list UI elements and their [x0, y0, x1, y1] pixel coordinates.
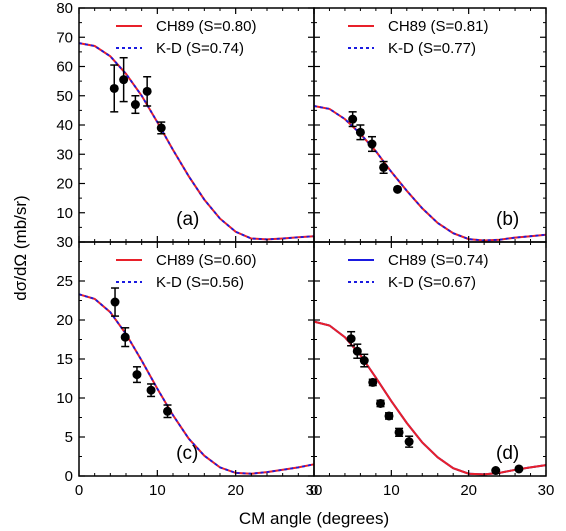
panel-tag-b: (b) [496, 209, 519, 230]
y-tick-label-a-10: 10 [56, 205, 73, 222]
x-tick-label-d-20: 20 [460, 482, 477, 499]
legend-c: CH89 (S=0.60) K-D (S=0.56) [116, 252, 256, 291]
data-point-d-10 [514, 464, 524, 474]
data-point-d-6 [384, 411, 394, 421]
data-point-a-2 [119, 75, 129, 85]
y-tick-label-c-15: 15 [56, 351, 73, 368]
legend-a: CH89 (S=0.80) K-D (S=0.74) [116, 18, 256, 57]
legend-label-c-2: K-D (S=0.56) [156, 274, 244, 291]
y-tick-label-a-30: 30 [56, 146, 73, 163]
x-tick-label-d-0: 0 [310, 482, 318, 499]
y-tick-label-a-50: 50 [56, 88, 73, 105]
legend-label-c-1: CH89 (S=0.60) [156, 252, 256, 269]
curve-c-2 [78, 293, 315, 475]
curve-a-2 [78, 42, 315, 241]
data-point-b-1 [348, 114, 358, 124]
y-tick-label-c-20: 20 [56, 312, 73, 329]
data-point-c-2 [120, 332, 130, 342]
x-tick-label-d-30: 30 [538, 482, 555, 499]
x-axis-title: CM angle (degrees) [239, 509, 389, 528]
x-tick-label-c-10: 10 [149, 482, 166, 499]
panel-a: 10 20 30 40 50 60 70 80 CH89 (S=0.80) K-D (S=0.74… [56, 0, 315, 243]
data-point-c-5 [163, 406, 173, 416]
data-point-d-2 [352, 346, 362, 356]
legend-label-d-2: K-D (S=0.67) [388, 274, 476, 291]
data-point-a-1 [109, 83, 119, 93]
panel-d: 0 10 20 30 CH89 (S=0.74) K-D (S=0.67) (d) [310, 241, 555, 499]
legend-label-b-2: K-D (S=0.77) [388, 40, 476, 57]
data-point-b-2 [355, 127, 365, 137]
data-point-c-3 [132, 370, 142, 380]
y-tick-label-c-0: 0 [65, 468, 73, 485]
data-point-d-4 [368, 377, 378, 387]
legend-label-d-1: CH89 (S=0.74) [388, 252, 488, 269]
y-tick-label-c-10: 10 [56, 390, 73, 407]
data-point-a-5 [156, 123, 166, 133]
y-tick-label-c-25: 25 [56, 273, 73, 290]
y-tick-label-a-70: 70 [56, 29, 73, 46]
legend-label-b-1: CH89 (S=0.81) [388, 18, 488, 35]
data-point-d-9 [491, 466, 501, 476]
y-tick-label-c-30: 30 [56, 234, 73, 251]
data-point-c-4 [146, 385, 156, 395]
y-tick-label-a-20: 20 [56, 176, 73, 193]
data-point-b-3 [367, 139, 377, 149]
data-point-d-7 [394, 427, 404, 437]
data-point-b-5 [393, 184, 403, 194]
y-tick-label-a-60: 60 [56, 59, 73, 76]
panel-tag-c: (c) [176, 443, 198, 464]
data-point-a-4 [142, 86, 152, 96]
data-point-d-8 [404, 437, 414, 447]
data-point-b-4 [379, 162, 389, 172]
legend-b: CH89 (S=0.81) K-D (S=0.77) [348, 18, 488, 57]
data-point-d-5 [376, 398, 386, 408]
x-tick-label-c-20: 20 [227, 482, 244, 499]
panel-tag-d: (d) [496, 443, 519, 464]
x-tick-label-c-0: 0 [75, 482, 83, 499]
legend-label-a-2: K-D (S=0.74) [156, 40, 244, 57]
panel-tag-a: (a) [176, 209, 199, 230]
x-tick-label-d-10: 10 [383, 482, 400, 499]
data-point-d-1 [346, 334, 356, 344]
data-point-d-3 [359, 356, 369, 366]
y-tick-label-a-40: 40 [56, 117, 73, 134]
y-tick-label-c-5: 5 [65, 429, 73, 446]
legend-d: CH89 (S=0.74) K-D (S=0.67) [348, 252, 488, 291]
x-tick-label-c-30: 30 [306, 482, 323, 499]
data-point-a-3 [130, 100, 140, 110]
panel-b: CH89 (S=0.81) K-D (S=0.77) (b) [313, 7, 547, 243]
y-tick-label-a-80: 80 [56, 0, 73, 17]
y-axis-title: dσ/dΩ (mb/sr) [11, 195, 30, 300]
legend-label-a-1: CH89 (S=0.80) [156, 18, 256, 35]
data-point-c-1 [110, 297, 120, 307]
